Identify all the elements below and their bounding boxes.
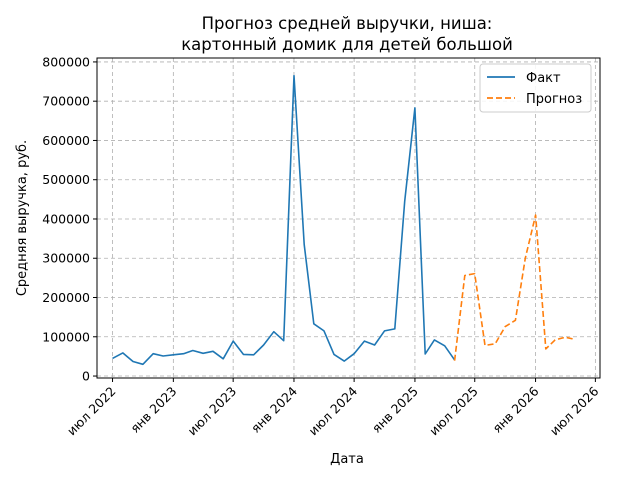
chart-title-line-2: картонный домик для детей большой (181, 35, 513, 54)
y-tick-label: 100000 (42, 329, 90, 344)
legend-label-fact: Факт (526, 71, 561, 86)
legend: Факт Прогноз (479, 63, 592, 113)
y-axis-label: Средняя выручка, руб. (15, 140, 30, 296)
y-tick-label: 600000 (42, 133, 90, 148)
plot-frame (96, 57, 601, 379)
chart-title-line-1: Прогноз средней выручки, ниша: (202, 14, 493, 33)
series-line-forecast (453, 214, 576, 361)
x-axis-label: Дата (330, 452, 364, 467)
y-tick-label: 700000 (42, 94, 90, 109)
legend-box (479, 63, 592, 113)
y-tick-label: 300000 (42, 251, 90, 266)
grid (97, 58, 600, 378)
y-tick-label: 0 (82, 369, 90, 384)
y-tick-label: 200000 (42, 290, 90, 305)
y-tick-label: 500000 (42, 172, 90, 187)
series-lines (112, 74, 576, 366)
y-tick-label: 400000 (42, 211, 90, 226)
legend-label-forecast: Прогноз (526, 92, 582, 107)
y-tick-label: 800000 (42, 54, 90, 69)
series-line-fact (112, 74, 456, 366)
